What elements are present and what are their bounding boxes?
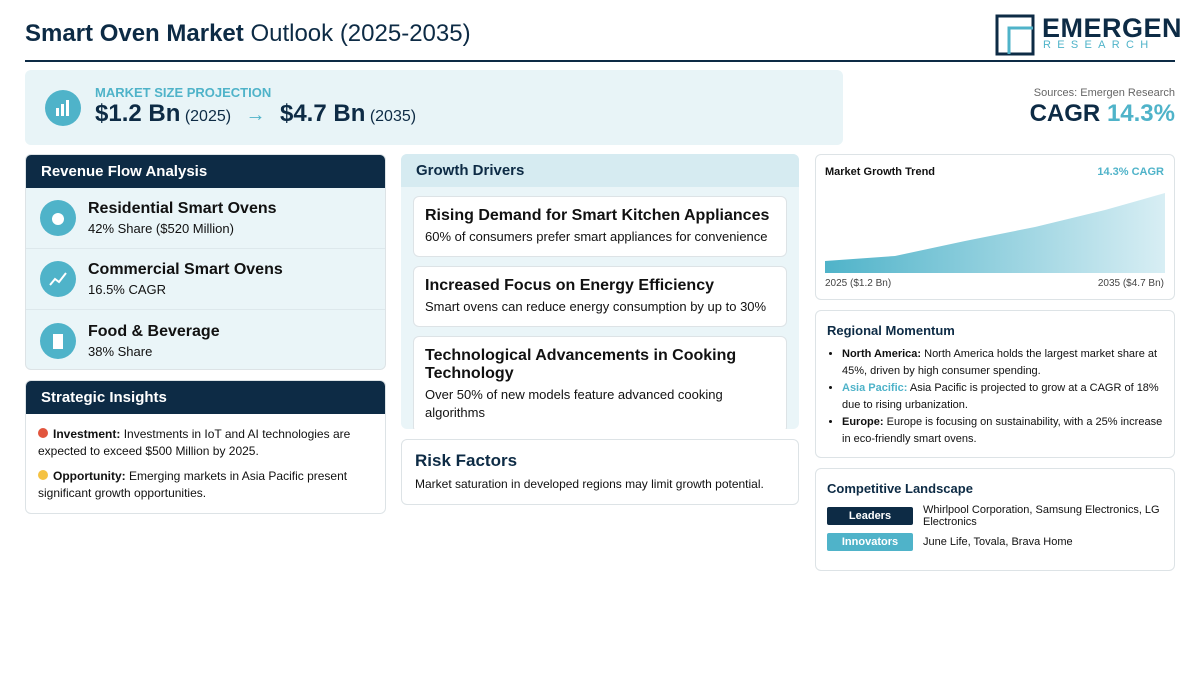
insight-bullet [38, 470, 48, 480]
driver-title: Technological Advancements in Cooking Te… [425, 347, 737, 382]
region-item: Europe: Europe is focusing on sustainabi… [842, 414, 1163, 447]
regional-panel: Regional Momentum North America: North A… [815, 310, 1175, 458]
insight-label: Investment: [53, 427, 121, 441]
trend-title: Market Growth Trend [825, 166, 936, 178]
item-name: Residential Smart Ovens [88, 200, 277, 217]
risk-title: Risk Factors [415, 451, 518, 470]
end-value: $4.7 Bn [279, 100, 366, 127]
title-bold: Smart Oven Market [25, 20, 244, 47]
region-text: North America holds the largest market s… [842, 348, 1158, 377]
item-detail: 38% Share [88, 343, 153, 359]
driver-text: Over 50% of new models feature advanced … [425, 387, 723, 420]
region-name: Europe: [842, 416, 884, 428]
logo-sub: RESEARCH [1043, 39, 1155, 51]
cagr: CAGR 14.3% [1030, 100, 1175, 128]
projection-icon [45, 90, 81, 126]
competitor-text: June Life, Tovala, Brava Home [923, 536, 1073, 548]
competitor-row: Innovators June Life, Tovala, Brava Home [827, 533, 1163, 551]
revenue-item: Residential Smart Ovens 42% Share ($520 M… [26, 188, 385, 249]
cagr-label: CAGR [1029, 100, 1101, 127]
region-name: Asia Pacific: [842, 382, 908, 394]
item-text: Residential Smart Ovens 42% Share ($520 M… [88, 200, 277, 236]
item-icon [40, 200, 76, 236]
arrow: → [245, 104, 266, 126]
competitor-tag: Innovators [827, 533, 913, 551]
logo-text: EMERGEN [1042, 13, 1183, 43]
driver-text: 60% of consumers prefer smart appliances… [425, 229, 768, 244]
competitive-panel: Competitive Landscape Leaders Whirlpool C… [815, 468, 1175, 571]
region-name: North America: [842, 348, 922, 360]
start-value: $1.2 Bn [95, 100, 181, 127]
revenue-list: Residential Smart Ovens 42% Share ($520 M… [26, 188, 385, 369]
cagr-value: 14.3% [1106, 100, 1175, 127]
item-icon [40, 322, 76, 359]
trend-start: 2025 ($1.2 Bn) [825, 278, 892, 289]
item-name: Commercial Smart Ovens [88, 261, 283, 278]
drivers-panel: Growth Drivers Rising Demand for Smart K… [401, 154, 799, 429]
item-detail: 16.5% CAGR [88, 282, 167, 297]
end-year: (2035) [369, 108, 417, 125]
competitor-text: Whirlpool Corporation, Samsung Electroni… [923, 504, 1160, 528]
icon-glyph [49, 272, 67, 286]
trend-area [825, 193, 1165, 273]
panel-title: Growth Drivers [401, 154, 799, 187]
driver-title: Rising Demand for Smart Kitchen Applianc… [425, 207, 770, 224]
insight-bullet [38, 428, 48, 438]
region-text: Europe is focusing on sustainability, wi… [842, 416, 1163, 445]
competitor-tag: Leaders [827, 507, 913, 525]
projection-values: $1.2 Bn (2025) → $4.7 Bn (2035) [95, 100, 416, 128]
region-item: Asia Pacific: Asia Pacific is projected … [842, 380, 1163, 413]
item-detail: 42% Share ($520 Million) [88, 221, 234, 236]
item-text: Food & Beverage 38% Share [88, 323, 220, 359]
item-text: Commercial Smart Ovens 16.5% CAGR [88, 261, 283, 297]
page-title: Smart Oven Market Outlook (2025-2035) [25, 20, 471, 48]
regional-list: North America: North America holds the l… [827, 346, 1163, 447]
risk-panel: Risk Factors Market saturation in develo… [401, 439, 799, 505]
insight: Opportunity: Emerging markets in Asia Pa… [38, 468, 373, 502]
competitive-title: Competitive Landscape [827, 481, 973, 496]
panel-title: Revenue Flow Analysis [26, 155, 385, 188]
region-item: North America: North America holds the l… [842, 346, 1163, 379]
projection-box: MARKET SIZE PROJECTION $1.2 Bn (2025) → … [25, 70, 843, 145]
competitive-list: Leaders Whirlpool Corporation, Samsung El… [827, 504, 1163, 551]
icon-glyph [53, 333, 63, 349]
trend-panel: Market Growth Trend 14.3% CAGR 2025 ($1.… [815, 154, 1175, 300]
driver-title: Increased Focus on Energy Efficiency [425, 277, 714, 294]
title-rest: Outlook (2025-2035) [250, 20, 471, 47]
driver-text: Smart ovens can reduce energy consumptio… [425, 299, 767, 314]
item-name: Food & Beverage [88, 322, 220, 340]
driver-card: Rising Demand for Smart Kitchen Applianc… [413, 196, 787, 257]
competitor-row: Leaders Whirlpool Corporation, Samsung El… [827, 504, 1163, 528]
regional-title: Regional Momentum [827, 323, 955, 338]
insight: Investment: Investments in IoT and AI te… [38, 426, 373, 460]
insight-text: Investments in IoT and AI technologies a… [38, 427, 351, 458]
insights-list: Investment: Investments in IoT and AI te… [26, 414, 385, 502]
icon-glyph [52, 213, 64, 225]
insights-panel: Strategic Insights Investment: Investmen… [25, 380, 386, 514]
trend-end: 2035 ($4.7 Bn) [1097, 278, 1164, 289]
drivers-list: Rising Demand for Smart Kitchen Applianc… [401, 196, 799, 429]
header-rule [25, 60, 1175, 62]
revenue-item: Commercial Smart Ovens 16.5% CAGR [26, 249, 385, 310]
region-text: Asia Pacific is projected to grow at a C… [842, 382, 1159, 411]
revenue-panel: Revenue Flow Analysis Residential Smart … [25, 154, 386, 370]
insight-text: Emerging markets in Asia Pacific present… [38, 469, 348, 500]
panel-title: Strategic Insights [26, 381, 385, 414]
revenue-item: Food & Beverage 38% Share [26, 310, 385, 369]
item-icon [40, 261, 76, 297]
projection-label: MARKET SIZE PROJECTION [95, 85, 272, 100]
start-year: (2025) [184, 108, 232, 125]
logo-mark [995, 14, 1035, 56]
driver-card: Technological Advancements in Cooking Te… [413, 336, 787, 429]
insight-label: Opportunity: [53, 469, 126, 483]
risk-text: Market saturation in developed regions m… [415, 477, 764, 491]
trend-cagr: 14.3% CAGR [1097, 166, 1164, 178]
driver-card: Increased Focus on Energy Efficiency Smar… [413, 266, 787, 327]
sources: Sources: Emergen Research [1033, 87, 1175, 99]
